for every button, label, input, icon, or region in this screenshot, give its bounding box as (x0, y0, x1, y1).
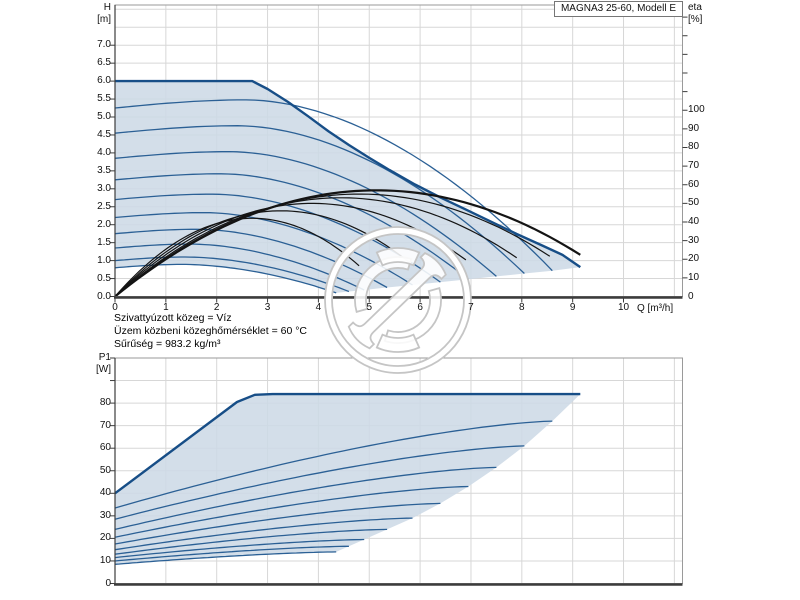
max-power-curve (114, 392, 581, 495)
bottom-left-axis-title: P1 (98, 352, 111, 363)
info-line-temperature: Üzem közbeni közeghőmérséklet = 60 °C (114, 325, 307, 337)
speed-curve (114, 99, 553, 272)
efficiency-curve (114, 202, 467, 297)
efficiency-curve (114, 197, 518, 297)
info-line-density: Sűrűség = 983.2 kg/m³ (114, 338, 221, 350)
operating-field (115, 81, 581, 293)
power-curve (114, 551, 337, 565)
x-axis-title: Q [m³/h] (637, 303, 674, 314)
speed-curve (114, 243, 365, 291)
power-curve (114, 502, 441, 545)
bottom-left-axis-unit: [W] (96, 364, 111, 375)
power-curve (114, 517, 413, 551)
efficiency-curve (114, 210, 411, 297)
efficiency-curve (114, 193, 551, 297)
pump-model-title: MAGNA3 25-60, Modell E (560, 3, 676, 14)
speed-curve (114, 125, 525, 274)
anchor-emblem-icon (324, 226, 472, 374)
max-speed-curve (115, 79, 581, 269)
speed-curve (114, 150, 497, 277)
speed-curve (114, 211, 413, 286)
info-line-medium: Szivattyúzott közeg = Víz (114, 312, 232, 324)
top-right-axis-title: eta (688, 2, 702, 13)
power-curve (114, 420, 553, 509)
power-curve (114, 485, 469, 538)
efficiency-curve (114, 217, 360, 297)
top-left-axis-title: H (103, 2, 111, 13)
top-right-axis-unit: [%] (688, 14, 703, 25)
pump-model-title-box: MAGNA3 25-60, Modell E (553, 1, 683, 17)
power-curve (114, 545, 349, 562)
operating-field (115, 394, 581, 565)
speed-curve (114, 173, 469, 280)
power-curve (114, 466, 497, 531)
speed-curve (114, 193, 441, 283)
power-curve (114, 445, 525, 520)
power-curve (114, 538, 365, 559)
power-chart (110, 357, 683, 586)
top-left-axis-unit: [m] (97, 14, 111, 25)
media-info-block: Szivattyúzott közeg = Víz Üzem közbeni k… (114, 312, 307, 351)
efficiency-curve (114, 189, 581, 298)
power-curve (114, 528, 388, 555)
